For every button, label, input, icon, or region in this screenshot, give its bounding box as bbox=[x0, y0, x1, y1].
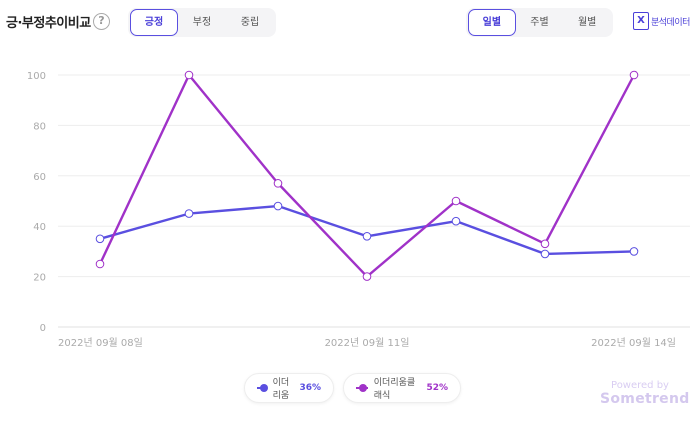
excel-file-icon: X bbox=[633, 12, 649, 30]
tab-monthly[interactable]: 월별 bbox=[577, 17, 597, 28]
legend-label: 이더리움 bbox=[272, 378, 290, 401]
y-tick-label: 20 bbox=[33, 273, 46, 284]
data-point[interactable] bbox=[273, 179, 283, 188]
legend-label: 이더리움클래식 bbox=[373, 378, 416, 401]
legend-percent: 52% bbox=[426, 383, 448, 393]
y-tick-label: 60 bbox=[33, 172, 46, 183]
legend-item-ethereum[interactable]: 이더리움 36% bbox=[244, 373, 334, 403]
tab-neutral[interactable]: 중립 bbox=[240, 17, 260, 28]
data-point[interactable] bbox=[629, 70, 639, 80]
y-tick-label: 40 bbox=[33, 222, 46, 233]
powered-by-text: Powered by bbox=[611, 380, 669, 391]
powered-by-logo: Powered by Sometrend bbox=[600, 380, 690, 407]
tab-daily[interactable]: 일별 bbox=[468, 9, 516, 36]
tab-negative[interactable]: 부정 bbox=[192, 17, 212, 28]
y-tick-label: 100 bbox=[27, 71, 46, 82]
data-point[interactable] bbox=[451, 196, 461, 206]
data-point[interactable] bbox=[362, 272, 372, 281]
x-tick-label: 2022년 09월 08일 bbox=[58, 337, 143, 349]
help-icon[interactable]: ? bbox=[93, 13, 110, 30]
tab-positive[interactable]: 긍정 bbox=[130, 9, 178, 36]
data-point[interactable] bbox=[273, 201, 283, 211]
legend-item-ethereum-classic[interactable]: 이더리움클래식 52% bbox=[343, 373, 461, 403]
data-point[interactable] bbox=[540, 239, 550, 249]
data-point[interactable] bbox=[95, 234, 105, 244]
brand-logo-text: Sometrend bbox=[600, 391, 690, 407]
x-tick-label: 2022년 09월 14일 bbox=[591, 337, 676, 349]
data-point[interactable] bbox=[184, 70, 194, 80]
page-title: 긍·부정추이비교 bbox=[6, 16, 91, 31]
series-line-1 bbox=[99, 204, 635, 256]
export-data-button[interactable]: X 분석데이터 bbox=[633, 12, 690, 30]
legend-percent: 36% bbox=[299, 383, 321, 393]
y-tick-label: 80 bbox=[33, 121, 46, 132]
y-tick-label: 0 bbox=[40, 323, 46, 334]
data-point[interactable] bbox=[629, 247, 639, 256]
sentiment-tabs: 긍정 부정 중립 bbox=[128, 8, 276, 37]
x-tick-label: 2022년 09월 11일 bbox=[325, 337, 410, 349]
data-point[interactable] bbox=[362, 231, 372, 241]
period-tabs: 일별 주별 월별 bbox=[466, 8, 613, 37]
data-point[interactable] bbox=[451, 216, 461, 226]
data-point[interactable] bbox=[184, 209, 194, 218]
legend-marker bbox=[257, 384, 268, 392]
legend-marker bbox=[356, 384, 368, 392]
data-point[interactable] bbox=[95, 259, 105, 269]
export-label: 분석데이터 bbox=[651, 17, 690, 28]
data-point[interactable] bbox=[540, 249, 550, 259]
tab-weekly[interactable]: 주별 bbox=[530, 17, 549, 28]
